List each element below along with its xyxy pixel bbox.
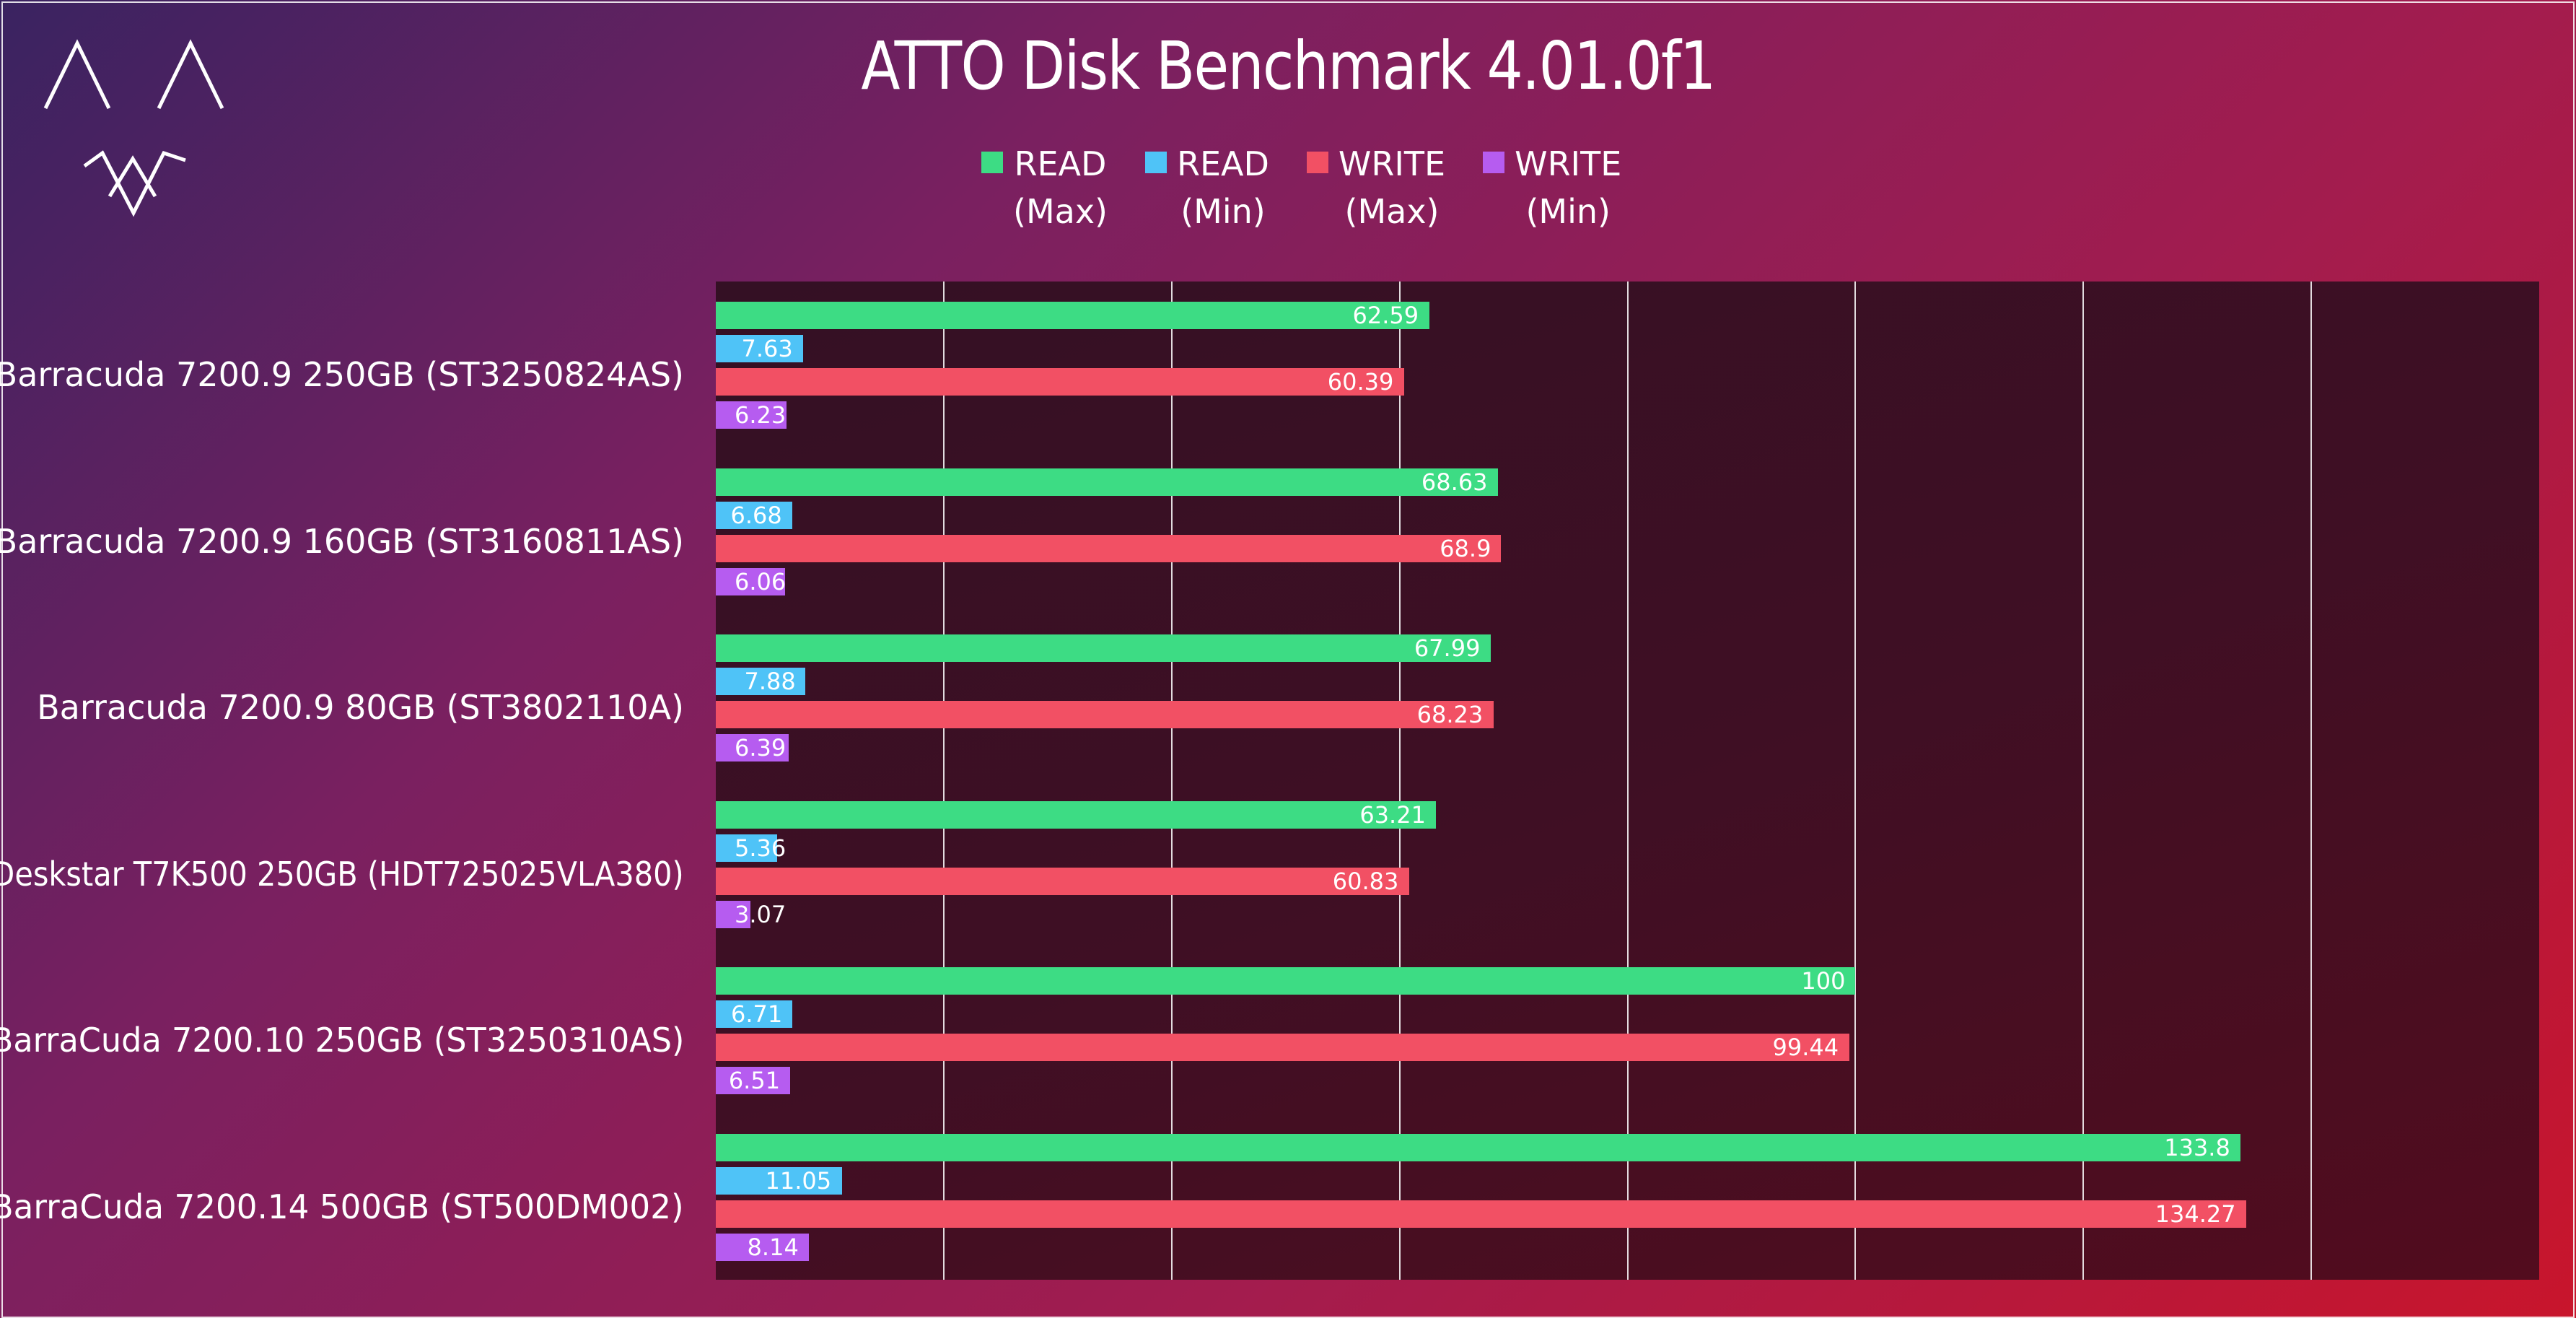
legend-item: READ (Min) bbox=[1145, 140, 1269, 241]
data-label: 6.68 bbox=[730, 501, 782, 529]
data-label: 68.63 bbox=[1421, 468, 1488, 496]
data-label: 6.71 bbox=[730, 1000, 783, 1028]
legend-label-line: (Min) bbox=[1180, 192, 1266, 231]
legend-label-line: READ bbox=[1014, 144, 1107, 183]
bar bbox=[716, 567, 785, 595]
grid-line bbox=[1854, 282, 1856, 1280]
legend-label: READ (Min) bbox=[1177, 140, 1269, 235]
legend-label-line: READ bbox=[1177, 144, 1269, 183]
data-label: 6.51 bbox=[728, 1067, 781, 1094]
data-label: 133.8 bbox=[2164, 1133, 2230, 1161]
legend-label-line: WRITE bbox=[1338, 144, 1446, 183]
bar bbox=[716, 1034, 1849, 1061]
grid-line bbox=[1627, 282, 1629, 1280]
bar bbox=[716, 335, 803, 362]
category-label: BarraCuda 7200.10 250GB (ST3250310AS) bbox=[0, 1021, 684, 1060]
data-label: 5.36 bbox=[735, 834, 787, 862]
data-label: 134.27 bbox=[2155, 1200, 2236, 1228]
data-label: 99.44 bbox=[1772, 1034, 1839, 1061]
category-label: Barracuda 7200.9 250GB (ST3250824AS) bbox=[0, 355, 684, 395]
data-label: 7.63 bbox=[741, 335, 793, 362]
legend-label: WRITE (Max) bbox=[1339, 140, 1445, 235]
data-label: 68.9 bbox=[1440, 534, 1491, 562]
bar bbox=[716, 1067, 790, 1094]
grid-line bbox=[2310, 282, 2312, 1280]
bar bbox=[716, 1200, 2246, 1228]
data-label: 68.23 bbox=[1416, 701, 1484, 728]
bar bbox=[716, 701, 1494, 728]
legend-swatch bbox=[1483, 152, 1505, 173]
bar bbox=[716, 668, 806, 695]
bar bbox=[716, 368, 1404, 396]
legend-label: READ (Max) bbox=[1013, 140, 1108, 235]
data-label: 6.23 bbox=[735, 401, 787, 429]
legend-item: WRITE (Min) bbox=[1483, 140, 1621, 241]
bar bbox=[716, 468, 1498, 496]
data-label: 6.39 bbox=[735, 734, 787, 761]
bar bbox=[716, 800, 1437, 829]
bar bbox=[716, 1000, 792, 1028]
bar bbox=[716, 734, 789, 761]
bar bbox=[716, 900, 751, 928]
legend-label-line: WRITE bbox=[1515, 144, 1622, 183]
data-label: 100 bbox=[1801, 967, 1846, 995]
category-label: Barracuda 7200.9 80GB (ST3802110A) bbox=[37, 688, 684, 728]
data-label: 67.99 bbox=[1414, 634, 1481, 662]
legend-label-line: (Min) bbox=[1525, 192, 1611, 231]
grid-line bbox=[1171, 282, 1173, 1280]
legend-swatch bbox=[1306, 152, 1328, 173]
legend-label-line: (Max) bbox=[1013, 192, 1108, 231]
legend-item: WRITE (Max) bbox=[1306, 140, 1445, 241]
legend-item: READ (Max) bbox=[981, 140, 1108, 241]
bar bbox=[716, 1233, 809, 1261]
bar bbox=[716, 302, 1429, 329]
legend-label: WRITE (Min) bbox=[1515, 140, 1621, 235]
plot-area: 62.59 7.63 60.39 6.23 68.63 6.68 68.9 6.06 67.99… bbox=[716, 282, 2539, 1280]
category-label: Barracuda 7200.9 160GB (ST3160811AS) bbox=[0, 521, 684, 561]
data-label: 62.59 bbox=[1352, 302, 1419, 329]
bar bbox=[716, 534, 1502, 562]
data-label: 60.39 bbox=[1327, 368, 1394, 396]
grid-line bbox=[2082, 282, 2084, 1280]
logo-icon bbox=[43, 39, 224, 217]
grid-line bbox=[943, 282, 945, 1280]
data-label: 63.21 bbox=[1359, 800, 1426, 829]
legend: READ (Max) READ (Min) WRITE (Max) WRITE (Min) bbox=[981, 140, 1621, 241]
data-label: 7.88 bbox=[744, 668, 796, 695]
data-label: 60.83 bbox=[1332, 867, 1399, 895]
data-label: 6.06 bbox=[735, 567, 787, 595]
grid-line bbox=[1399, 282, 1401, 1280]
category-label: BarraCuda 7200.14 500GB (ST500DM002) bbox=[0, 1187, 684, 1226]
legend-swatch bbox=[1145, 152, 1167, 173]
bar bbox=[716, 1133, 2241, 1161]
bar bbox=[716, 401, 787, 429]
bar bbox=[716, 1166, 842, 1195]
bar bbox=[716, 867, 1409, 895]
legend-swatch bbox=[981, 152, 1003, 173]
data-label: 3.07 bbox=[735, 900, 787, 928]
bar bbox=[716, 967, 1856, 995]
bar bbox=[716, 634, 1491, 662]
legend-label-line: (Max) bbox=[1344, 192, 1440, 231]
data-label: 11.05 bbox=[765, 1166, 832, 1195]
data-label: 8.14 bbox=[747, 1233, 799, 1261]
chart-title: ATTO Disk Benchmark 4.01.0f1 bbox=[861, 27, 1716, 105]
bar bbox=[716, 834, 777, 862]
category-label: Deskstar T7K500 250GB (HDT725025VLA380) bbox=[0, 854, 684, 894]
bar bbox=[716, 501, 792, 529]
